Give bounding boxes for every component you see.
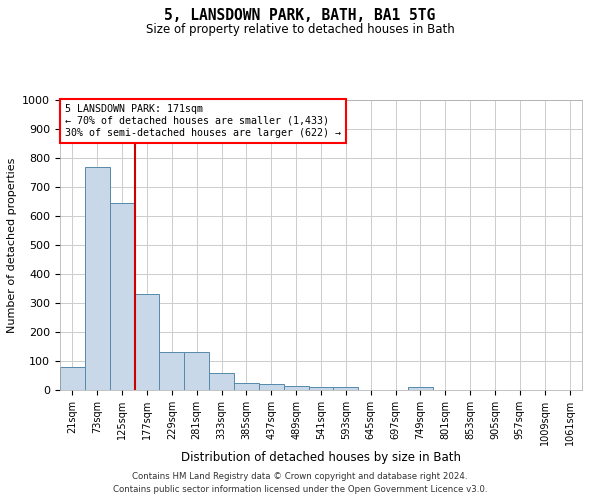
Y-axis label: Number of detached properties: Number of detached properties bbox=[7, 158, 17, 332]
Bar bbox=[308, 387, 334, 390]
Bar bbox=[234, 383, 259, 390]
Bar bbox=[160, 352, 184, 390]
X-axis label: Distribution of detached houses by size in Bath: Distribution of detached houses by size … bbox=[181, 450, 461, 464]
Bar bbox=[408, 387, 433, 390]
Bar bbox=[284, 386, 308, 390]
Text: 5 LANSDOWN PARK: 171sqm
← 70% of detached houses are smaller (1,433)
30% of semi: 5 LANSDOWN PARK: 171sqm ← 70% of detache… bbox=[65, 104, 341, 138]
Bar bbox=[60, 367, 85, 390]
Bar bbox=[334, 387, 358, 390]
Text: 5, LANSDOWN PARK, BATH, BA1 5TG: 5, LANSDOWN PARK, BATH, BA1 5TG bbox=[164, 8, 436, 22]
Text: Contains HM Land Registry data © Crown copyright and database right 2024.
Contai: Contains HM Land Registry data © Crown c… bbox=[113, 472, 487, 494]
Bar bbox=[184, 352, 209, 390]
Bar bbox=[85, 166, 110, 390]
Bar bbox=[110, 203, 134, 390]
Bar bbox=[134, 294, 160, 390]
Bar bbox=[209, 372, 234, 390]
Text: Size of property relative to detached houses in Bath: Size of property relative to detached ho… bbox=[146, 22, 454, 36]
Bar bbox=[259, 384, 284, 390]
